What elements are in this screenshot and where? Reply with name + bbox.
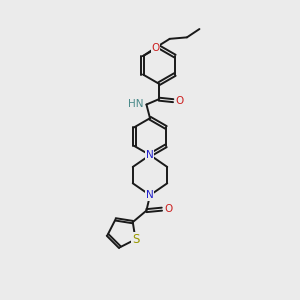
Text: O: O: [164, 204, 172, 214]
Text: S: S: [132, 233, 139, 246]
Text: HN: HN: [128, 99, 143, 109]
Text: N: N: [146, 150, 154, 160]
Text: O: O: [151, 43, 160, 53]
Text: O: O: [176, 96, 184, 106]
Text: N: N: [146, 190, 154, 200]
